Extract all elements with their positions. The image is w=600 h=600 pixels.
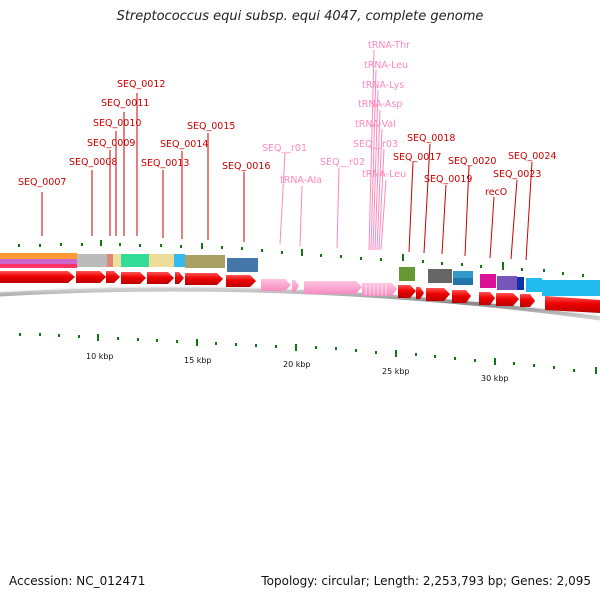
gene-arrow	[76, 271, 106, 283]
gene-label[interactable]: SEQ__r01	[262, 143, 307, 154]
cog-block	[174, 254, 185, 267]
gene-label[interactable]: tRNA-Leu	[364, 60, 408, 71]
gene-label[interactable]: SEQ__r03	[353, 139, 398, 150]
cog-block	[107, 254, 113, 267]
cog-block	[526, 278, 542, 292]
cog-block	[0, 264, 77, 268]
cog-block	[399, 267, 415, 281]
gene-label[interactable]: SEQ_0020	[448, 156, 496, 167]
gene-arrow	[416, 287, 424, 299]
cog-block	[428, 269, 452, 283]
cog-block	[453, 278, 473, 285]
rna-arrow	[304, 281, 362, 294]
scale-label: 20 kbp	[283, 360, 311, 369]
gene-arrow	[0, 271, 75, 283]
gene-label[interactable]: SEQ_0018	[407, 133, 455, 144]
cog-blocks-row	[0, 253, 600, 296]
cog-block	[0, 259, 77, 264]
gene-arrow	[398, 285, 416, 298]
cog-block	[227, 258, 258, 272]
gene-label[interactable]: tRNA-Asp	[358, 99, 402, 110]
scale-label: 25 kbp	[382, 367, 410, 376]
genome-backbone-highlight	[0, 286, 600, 317]
gene-arrow	[426, 288, 450, 301]
gene-arrow	[452, 290, 471, 303]
gene-label[interactable]: SEQ_0008	[69, 157, 117, 168]
gene-label[interactable]: SEQ_0011	[101, 98, 149, 109]
gene-label[interactable]: SEQ_0015	[187, 121, 235, 132]
gene-arrow	[479, 292, 495, 305]
cog-block	[77, 254, 107, 267]
gene-label[interactable]: SEQ_0010	[93, 118, 141, 129]
gene-arrow	[185, 273, 223, 285]
scale-label: 15 kbp	[184, 356, 212, 365]
gene-arrow	[496, 293, 519, 306]
cog-block	[517, 277, 524, 290]
rna-arrow	[261, 279, 291, 291]
trna-cluster-stripes	[365, 284, 387, 295]
gene-label[interactable]: SEQ_0007	[18, 177, 66, 188]
gene-label[interactable]: SEQ__r02	[320, 157, 365, 168]
cog-block	[0, 253, 77, 259]
cog-block	[497, 276, 517, 290]
cog-block	[542, 280, 600, 296]
accession-text: Accession: NC_012471	[9, 574, 146, 588]
gene-arrow	[175, 272, 184, 284]
gene-arrow	[147, 272, 174, 284]
rna-arrow	[362, 283, 397, 296]
gene-arrow	[226, 275, 256, 287]
gene-label[interactable]: recO	[485, 187, 507, 198]
gene-arrow	[545, 296, 600, 313]
gene-arrow	[106, 271, 120, 283]
cog-block	[480, 274, 496, 288]
genome-title: Streptococcus equi subsp. equi 4047, com…	[116, 9, 484, 24]
gene-label[interactable]: SEQ_0012	[117, 79, 165, 90]
label-leader-lines	[41, 49, 533, 261]
rna-arrow	[292, 280, 299, 292]
scale-tick-row	[19, 333, 597, 374]
gene-label[interactable]: SEQ_0014	[160, 139, 208, 150]
scale-label: 30 kbp	[481, 374, 509, 383]
cog-block	[121, 254, 149, 267]
scale-label: 10 kbp	[86, 352, 114, 361]
genome-backbone	[0, 286, 600, 321]
gene-label[interactable]: SEQ_0013	[141, 158, 189, 169]
cog-block	[185, 255, 225, 268]
cog-block	[149, 254, 174, 267]
gene-label[interactable]: tRNA-Thr	[368, 40, 410, 51]
gene-label[interactable]: SEQ_0023	[493, 169, 541, 180]
genome-summary-text: Topology: circular; Length: 2,253,793 bp…	[261, 574, 591, 588]
gene-label[interactable]: SEQ_0024	[508, 151, 556, 162]
cog-block	[113, 254, 121, 267]
cog-block	[453, 271, 473, 278]
gene-label[interactable]: tRNA-Ala	[280, 175, 322, 186]
gene-arrow	[520, 294, 535, 307]
gene-label[interactable]: tRNA-Val	[355, 119, 396, 130]
gene-label[interactable]: SEQ_0016	[222, 161, 270, 172]
upper-tick-row	[18, 240, 584, 277]
gene-label[interactable]: SEQ_0019	[424, 174, 472, 185]
gene-label[interactable]: SEQ_0009	[87, 138, 135, 149]
gene-arrow	[121, 272, 146, 284]
gene-label[interactable]: SEQ_0017	[393, 152, 441, 163]
gene-label[interactable]: tRNA-Lys	[362, 80, 404, 91]
gene-label[interactable]: tRNA-Leu	[362, 169, 406, 180]
gene-arrow-row	[0, 271, 600, 313]
